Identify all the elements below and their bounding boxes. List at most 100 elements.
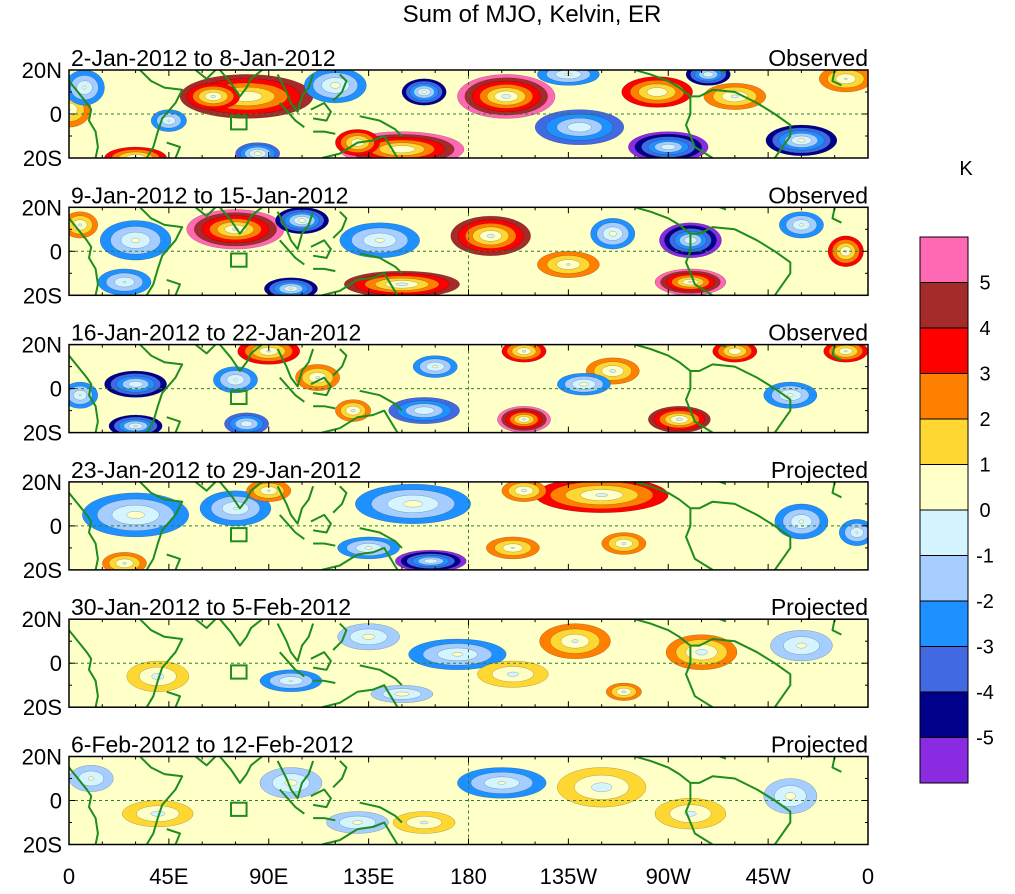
contour-10-4 xyxy=(329,82,341,89)
coastline-8 xyxy=(313,679,336,684)
coastline-1 xyxy=(69,491,99,570)
coastline-4 xyxy=(194,70,217,80)
contour-18-4 xyxy=(843,77,848,80)
contour-2-4 xyxy=(571,639,579,643)
panel-field xyxy=(69,619,868,708)
panel-kind: Projected xyxy=(771,594,868,620)
anomaly-blob xyxy=(654,798,727,830)
anomaly-blob xyxy=(537,251,600,278)
contour-2-3 xyxy=(591,782,613,793)
contour-11-4 xyxy=(267,489,271,492)
panel-kind: Observed xyxy=(768,182,868,208)
contour-3-4 xyxy=(621,690,627,694)
coastline-13 xyxy=(634,207,792,296)
panel-6: 20N 0 20S 6-Feb-2012 to 12-Feb-2012 Projecte… xyxy=(22,732,869,858)
region-box xyxy=(230,252,248,268)
contour-6-3 xyxy=(352,820,363,825)
anomaly-blob xyxy=(457,74,556,119)
contour-6-5 xyxy=(844,350,848,353)
coastline-10 xyxy=(332,348,348,377)
x-tick-label: 135E xyxy=(343,864,394,889)
contour-14-4 xyxy=(799,223,804,227)
coastline-16 xyxy=(831,756,842,773)
chart-title: Sum of MJO, Kelvin, ER xyxy=(403,1,662,28)
anomaly-blob xyxy=(150,109,187,132)
coastline-6 xyxy=(276,73,315,113)
anomaly-blob xyxy=(412,355,458,378)
contour-8-4 xyxy=(82,85,87,90)
anomaly-blob xyxy=(601,532,647,555)
coastline-8 xyxy=(313,130,336,135)
coastline-11 xyxy=(359,527,403,549)
coastline-4 xyxy=(194,207,217,218)
anomaly-blob xyxy=(534,481,669,513)
contour-17-4 xyxy=(731,94,739,99)
coastline-7 xyxy=(279,514,305,540)
y-tick-label: 20S xyxy=(23,833,62,858)
contour-5-4 xyxy=(126,511,145,519)
anomaly-blob xyxy=(275,207,329,234)
anomaly-blob xyxy=(401,78,447,106)
contour-7-3 xyxy=(784,792,796,800)
contour-12-4 xyxy=(566,263,571,266)
coastline-1 xyxy=(69,628,99,708)
coastline-1 xyxy=(69,216,99,296)
y-tick-label: 0 xyxy=(50,102,62,127)
region-box xyxy=(230,801,248,817)
panel-4: 20N 0 20S 23-Jan-2012 to 29-Jan-2012 Project… xyxy=(22,457,869,583)
coastline-11 xyxy=(359,252,403,275)
contour-12-4 xyxy=(798,519,805,524)
contour-1-5 xyxy=(595,493,608,497)
contour-2-5 xyxy=(210,95,216,98)
region-box xyxy=(230,527,248,543)
y-tick-label: 20N xyxy=(22,745,62,770)
contour-5-4 xyxy=(609,369,617,373)
coastline-9 xyxy=(310,788,332,809)
anomaly-blob xyxy=(224,412,269,433)
contour-9-6 xyxy=(288,287,294,290)
coastline-12 xyxy=(321,272,399,296)
coastline-1 xyxy=(69,766,99,845)
contour-1-4 xyxy=(695,649,708,656)
coastline-9 xyxy=(310,239,332,259)
contour-15-4 xyxy=(432,365,438,369)
y-tick-label: 20N xyxy=(22,607,62,632)
contour-3-6 xyxy=(675,417,683,421)
anomaly-blob xyxy=(703,83,767,110)
region-box xyxy=(230,664,248,680)
coastline-16 xyxy=(831,619,842,636)
coastline-2 xyxy=(139,207,184,296)
anomaly-blob xyxy=(235,142,281,158)
contour-7-4 xyxy=(728,347,742,355)
y-tick-label: 20S xyxy=(23,283,62,308)
contour-13-6 xyxy=(660,144,676,150)
coastline-2 xyxy=(139,481,184,570)
colorbar-swatch xyxy=(919,418,969,465)
contour-17-4 xyxy=(787,393,794,397)
coastline-11 xyxy=(359,664,403,686)
colorbar-swatch xyxy=(919,509,969,556)
contour-5-4 xyxy=(288,679,294,682)
coastline-3 xyxy=(166,828,181,845)
contour-9-4 xyxy=(511,547,515,549)
anomaly-blob xyxy=(388,397,460,424)
contour-2-6 xyxy=(486,233,495,238)
anomaly-blob xyxy=(838,519,868,546)
colorbar: K 5 4 3 2 1 0 -1 -2 -3 -4 -5 xyxy=(919,158,994,784)
contour-15-5 xyxy=(702,71,714,78)
anomaly-blob xyxy=(304,70,367,104)
anomaly-blob xyxy=(82,492,190,538)
coastline-7 xyxy=(279,239,305,266)
coastline-9 xyxy=(310,376,332,397)
y-tick-label: 20S xyxy=(23,421,62,446)
anomaly-blob xyxy=(104,146,167,158)
contour-10-4 xyxy=(131,237,140,243)
contour-3-6 xyxy=(395,282,409,286)
coastline-5 xyxy=(219,756,263,784)
x-axis: 0 45E 90E 135E 180 135W 90W 45W 0 xyxy=(63,864,874,889)
contour-6-4 xyxy=(233,507,238,510)
coastline-1 xyxy=(69,354,99,433)
coastline-16 xyxy=(831,70,842,87)
panel-field xyxy=(69,70,868,158)
